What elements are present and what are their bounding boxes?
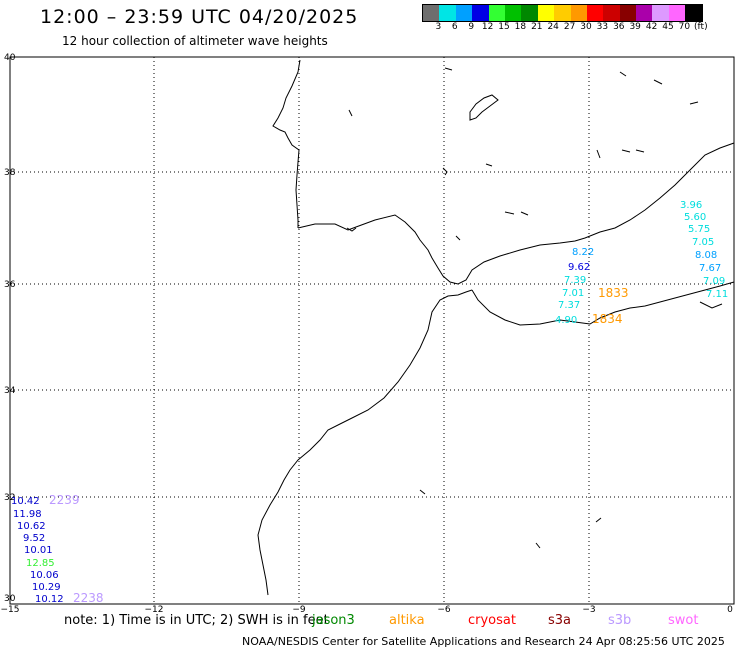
legend-tick: 30	[580, 22, 592, 32]
legend-swatch	[652, 5, 669, 21]
legend-tick: 15	[498, 22, 510, 32]
lat-label-30: 30	[4, 594, 16, 604]
legend-tick: 9	[468, 22, 475, 32]
swh-value: 9.62	[568, 262, 590, 273]
legend-swatch	[472, 5, 489, 21]
page-title: 12:00 – 23:59 UTC 04/20/2025	[40, 6, 359, 28]
legend-tick: 33	[596, 22, 609, 32]
legend-swatch	[668, 5, 686, 21]
longitude-labels: −15 −12 −9 −6 −3 0	[1, 605, 734, 615]
legend-swatch	[570, 5, 587, 21]
swh-value: 7.09	[703, 276, 725, 287]
satellite-label-s3a: s3a	[548, 613, 572, 628]
swh-value: 10.06	[30, 570, 59, 581]
legend-swatch	[537, 5, 555, 21]
swh-value: 5.75	[688, 224, 710, 235]
swh-value: 7.11	[706, 289, 728, 300]
legend-swatch	[586, 5, 604, 21]
east-observations: 3.96 5.60 5.75 7.05 8.08 7.67 7.09 7.11	[680, 200, 728, 300]
legend-tick: 21	[531, 22, 543, 32]
legend-tick: 45	[662, 22, 674, 32]
lat-label-36: 36	[4, 280, 16, 290]
swh-value: 5.60	[684, 212, 706, 223]
legend-swatch	[603, 5, 620, 21]
legend-tick: 27	[563, 22, 576, 32]
legend-swatch	[455, 5, 473, 21]
swh-value: 11.98	[13, 509, 42, 520]
lon-label-0: 0	[727, 605, 733, 615]
pass-time: 1833	[598, 286, 629, 300]
legend-tick: (ft)	[694, 22, 708, 32]
swh-value: 10.01	[24, 545, 53, 556]
legend-swatch	[488, 5, 505, 21]
lon-label-12w: −12	[145, 605, 164, 615]
footnote: note: 1) Time is in UTC; 2) SWH is in fe…	[64, 613, 329, 628]
legend-swatch	[423, 5, 440, 21]
swh-value: 4.90	[555, 315, 577, 326]
lat-label-38: 38	[4, 168, 16, 178]
swh-value: 7.39	[564, 275, 586, 286]
legend-tick: 36	[613, 22, 625, 32]
plot-frame	[9, 56, 735, 605]
graticule	[10, 57, 734, 604]
swh-value: 7.05	[692, 237, 714, 248]
swh-value: 8.22	[572, 247, 594, 258]
swh-value: 7.67	[699, 263, 721, 274]
lon-label-3w: −3	[582, 605, 595, 615]
lon-label-15w: −15	[1, 605, 20, 615]
swh-value: 7.37	[558, 300, 580, 311]
pass-time-labels: 1833 1834 2239 2238	[49, 286, 629, 605]
west-observations: 10.42 11.98 10.62 9.52 10.01 12.85 10.06…	[11, 496, 64, 605]
swh-value: 12.85	[26, 558, 55, 569]
swh-value: 10.12	[35, 594, 64, 605]
legend-swatch	[439, 5, 456, 21]
legend-tick: 70	[678, 22, 691, 32]
lat-label-32: 32	[4, 493, 15, 503]
coastline	[257, 59, 735, 596]
lon-label-9w: −9	[292, 605, 306, 615]
legend-swatch	[504, 5, 522, 21]
swh-value: 7.01	[562, 288, 584, 299]
swh-value: 10.42	[11, 496, 40, 507]
legend-swatch	[521, 5, 538, 21]
satellite-label-jason3: jason3	[312, 613, 355, 628]
legend-tick: 6	[451, 22, 458, 32]
legend-tick: 12	[481, 22, 494, 32]
pass-time: 2239	[49, 493, 80, 507]
legend-swatch	[554, 5, 571, 21]
color-legend	[422, 4, 703, 22]
latitude-labels: 40 38 36 34 32 30	[4, 53, 16, 604]
swh-value: 9.52	[23, 533, 45, 544]
legend-swatch	[636, 5, 653, 21]
satellite-label-altika: altika	[389, 613, 425, 628]
strait-observations: 8.22 9.62 7.39 7.01 7.37 4.90	[555, 247, 594, 326]
lat-label-34: 34	[4, 386, 16, 396]
satellite-label-swot: swot	[668, 613, 699, 628]
legend-tick: 39	[629, 22, 641, 32]
legend-tick: 24	[547, 22, 559, 32]
pass-time: 2238	[73, 591, 104, 605]
satellite-label-s3b: s3b	[608, 613, 632, 628]
pass-time: 1834	[592, 312, 623, 326]
satellite-label-cryosat: cryosat	[468, 613, 516, 628]
legend-swatch	[619, 5, 637, 21]
page-subtitle: 12 hour collection of altimeter wave hei…	[62, 34, 328, 48]
swh-value: 10.62	[17, 521, 46, 532]
swh-value: 8.08	[695, 250, 717, 261]
lat-label-40: 40	[4, 53, 16, 63]
legend-tick: 3	[435, 22, 442, 32]
legend-tick: 42	[645, 22, 658, 32]
swh-value: 3.96	[680, 200, 702, 211]
swh-value: 10.29	[32, 582, 61, 593]
lon-label-6w: −6	[437, 605, 451, 615]
credit-line: NOAA/NESDIS Center for Satellite Applica…	[242, 635, 725, 648]
legend-tick: 18	[514, 22, 527, 32]
legend-swatch	[685, 5, 702, 21]
